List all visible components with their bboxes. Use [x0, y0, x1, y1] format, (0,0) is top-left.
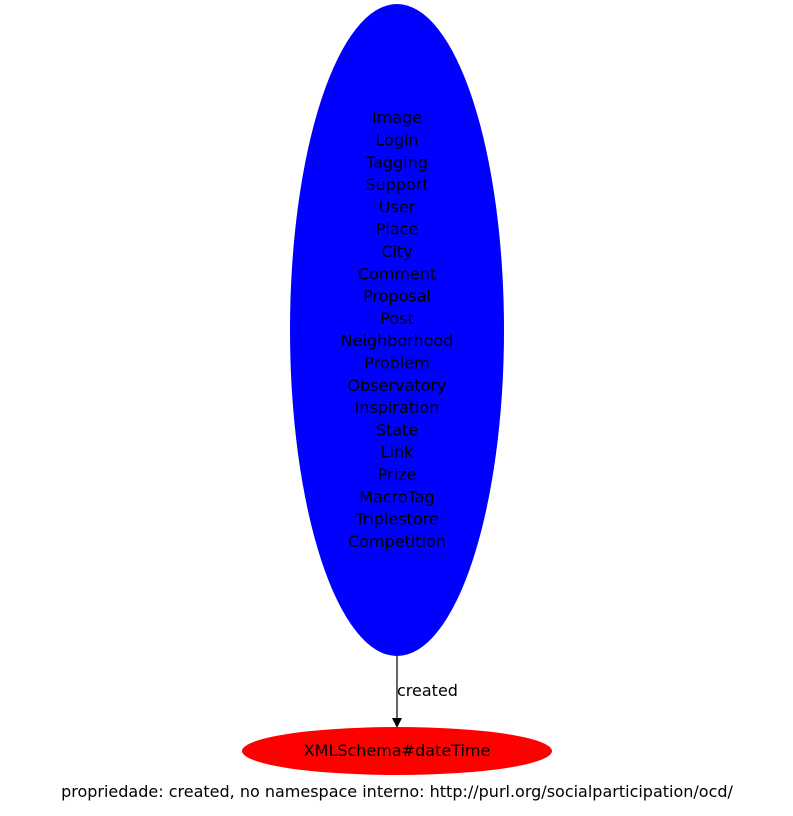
- source-node[interactable]: [290, 4, 504, 656]
- source-node-label: Link: [381, 443, 415, 462]
- source-node-label: Competition: [348, 532, 446, 551]
- target-node-label: XMLSchema#dateTime: [304, 741, 491, 760]
- source-node-label: User: [379, 197, 416, 216]
- source-node-label: Login: [375, 131, 418, 150]
- source-node-label: Problem: [364, 354, 429, 373]
- source-node-label: Place: [376, 220, 419, 239]
- source-node-label: Proposal: [363, 287, 431, 306]
- source-node-label: Comment: [358, 264, 436, 283]
- source-node-label: MacroTag: [359, 487, 435, 506]
- source-node-label: Post: [380, 309, 413, 328]
- diagram-caption: propriedade: created, no namespace inter…: [61, 782, 733, 801]
- source-node-label: Observatory: [348, 376, 447, 395]
- source-node-label: State: [376, 420, 418, 439]
- edge-label: created: [397, 681, 458, 700]
- source-node-label: Triplestore: [354, 510, 438, 529]
- source-node-label: City: [381, 242, 412, 261]
- source-node-label: Tagging: [365, 153, 428, 172]
- source-node-label: Neighborhood: [341, 331, 454, 350]
- source-node-label: Image: [372, 108, 422, 127]
- source-node-label: Inspiration: [355, 398, 440, 417]
- source-node-labels: Image Login Tagging Support User Place City Com…: [341, 108, 454, 551]
- source-node-label: Prize: [378, 465, 417, 484]
- source-node-label: Support: [365, 175, 428, 194]
- target-node[interactable]: [242, 727, 552, 775]
